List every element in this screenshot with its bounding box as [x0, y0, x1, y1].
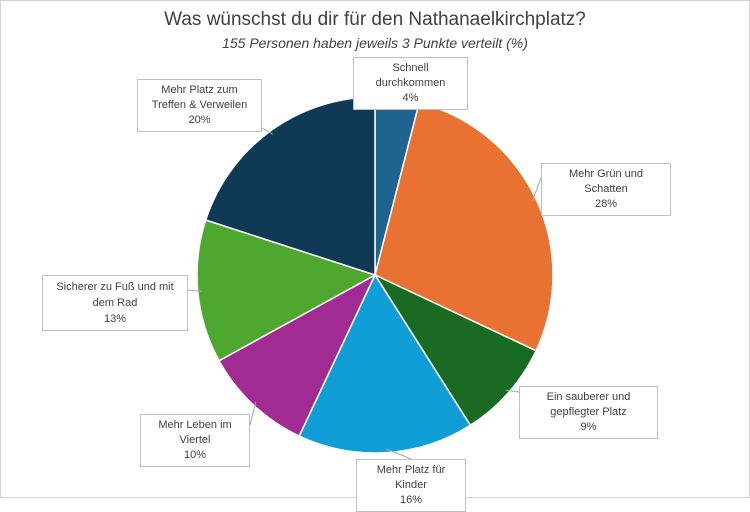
leader-line-4 [249, 401, 257, 426]
slice-value-label: 16% [399, 494, 423, 506]
slice-name-label: Mehr Platz für Kinder [376, 464, 446, 491]
chart-title: Was wünschst du dir für den Nathanaelkir… [164, 9, 586, 30]
slice-name-label: Schnell durchkommen [375, 62, 446, 89]
leader-line-3 [385, 448, 412, 460]
pie-slice-1 [374, 101, 554, 352]
slice-name-label: Mehr Leben im Viertel [158, 419, 232, 446]
data-label-sauberer-platz: Ein sauberer und gepflegter Platz 9% [519, 386, 658, 439]
data-label-sicherer-zu-fuss: Sicherer zu Fuß und mit dem Rad 13% [42, 275, 188, 331]
slice-value-label: 10% [183, 449, 207, 461]
slice-name-label: Mehr Platz zum Treffen & Verweilen [151, 84, 248, 111]
slice-name-label: Mehr Grün und Schatten [569, 168, 643, 195]
data-label-mehr-leben-im-viertel: Mehr Leben im Viertel 10% [140, 414, 250, 467]
slice-value-label: 9% [580, 421, 597, 433]
leader-line-5 [187, 289, 202, 292]
pie-chart [187, 88, 554, 460]
slice-value-label: 4% [402, 92, 419, 104]
slice-name-label: Sicherer zu Fuß und mit dem Rad [56, 281, 174, 309]
data-label-treffen-und-verweilen: Mehr Platz zum Treffen & Verweilen 20% [137, 79, 262, 132]
data-label-schnell-durchkommen: Schnell durchkommen 4% [353, 57, 468, 110]
slice-value-label: 28% [594, 198, 618, 210]
pie-slice-5 [196, 219, 377, 362]
pie-slice-2 [372, 273, 538, 427]
pie-slice-4 [217, 273, 377, 438]
slice-name-label: Ein sauberer und gepflegter Platz [546, 391, 631, 418]
leader-line-2 [505, 389, 520, 393]
pie-slice-6 [204, 96, 376, 277]
leader-line-6 [261, 127, 273, 135]
chart-subtitle: 155 Personen haben jeweils 3 Punkte vert… [222, 35, 528, 51]
data-label-mehr-gruen-und-schatten: Mehr Grün und Schatten 28% [541, 163, 671, 216]
slice-value-label: 20% [188, 114, 211, 126]
leader-line-1 [531, 177, 542, 202]
data-label-mehr-platz-fuer-kinder: Mehr Platz für Kinder 16% [356, 459, 466, 512]
pie-slice-3 [298, 273, 472, 454]
slice-value-label: 13% [103, 313, 127, 325]
